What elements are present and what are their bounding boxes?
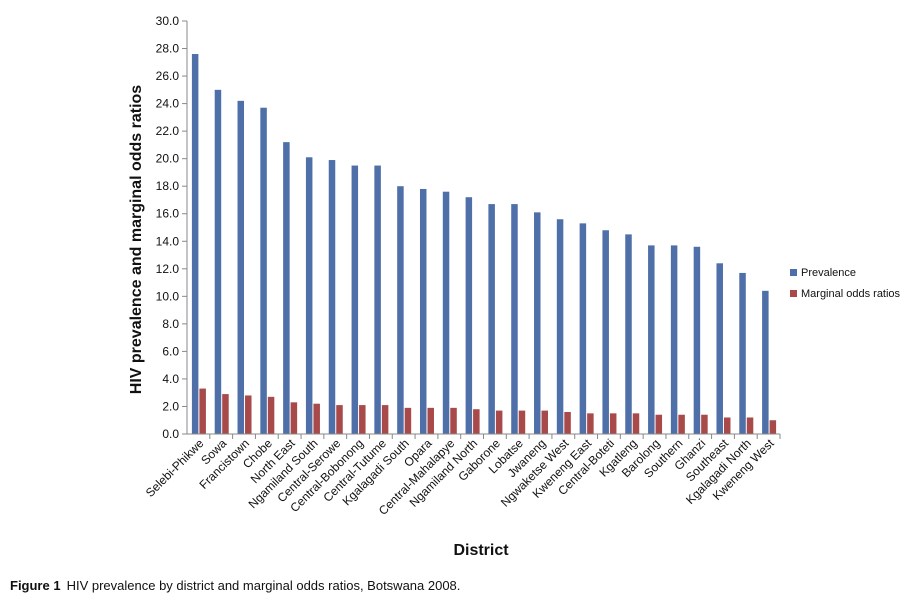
x-category-label: Selebi-Phikwe <box>143 436 207 500</box>
y-tick-label: 20.0 <box>156 152 180 166</box>
y-tick-label: 16.0 <box>156 207 180 221</box>
bar-prevalence <box>762 290 769 434</box>
bar-prevalence <box>237 100 245 434</box>
y-tick-label: 6.0 <box>162 344 179 358</box>
chart: 0.0 2.0 4.0 6.0 8.0 10.0 12.0 14.0 16.0 18.0 20.0 2… <box>128 14 901 559</box>
bar-marginal-odds-ratio <box>450 407 457 434</box>
bar-marginal-odds-ratio <box>267 396 275 434</box>
bar-prevalence <box>260 107 267 434</box>
bar-prevalence <box>670 245 678 434</box>
y-tick-label: 26.0 <box>156 69 180 83</box>
bar-prevalence <box>214 89 222 434</box>
y-tick-label: 18.0 <box>156 179 180 193</box>
bar-marginal-odds-ratio <box>404 407 412 434</box>
bar-marginal-odds-ratio <box>290 402 298 434</box>
bar-marginal-odds-ratio <box>564 411 571 434</box>
x-axis-title: District <box>453 542 509 559</box>
legend-swatch <box>790 290 797 297</box>
y-axis-ticks: 0.0 2.0 4.0 6.0 8.0 10.0 12.0 14.0 16.0 18.0 20.0 2… <box>156 14 187 441</box>
bar-prevalence <box>716 263 723 434</box>
bar-marginal-odds-ratio <box>495 410 503 434</box>
bar-prevalence <box>625 234 632 434</box>
y-tick-label: 30.0 <box>156 14 180 28</box>
bar-marginal-odds-ratio <box>678 414 685 434</box>
bar-prevalence <box>556 219 564 434</box>
bar-marginal-odds-ratio <box>473 409 480 434</box>
y-tick-label: 22.0 <box>156 124 180 138</box>
legend-label: Marginal odds ratios <box>801 288 901 300</box>
bar-marginal-odds-ratio <box>587 413 594 434</box>
y-tick-label: 2.0 <box>162 399 179 413</box>
bar-prevalence <box>419 188 427 434</box>
bars <box>191 54 777 435</box>
bar-prevalence <box>648 245 655 434</box>
bar-prevalence <box>374 165 381 435</box>
bar-prevalence <box>397 186 404 434</box>
bar-prevalence <box>351 165 359 435</box>
bar-marginal-odds-ratio <box>245 395 252 434</box>
bar-marginal-odds-ratio <box>199 388 206 434</box>
y-tick-label: 12.0 <box>156 262 180 276</box>
bar-marginal-odds-ratio <box>222 394 229 434</box>
y-tick-label: 0.0 <box>162 427 179 441</box>
bar-marginal-odds-ratio <box>609 413 617 434</box>
bar-marginal-odds-ratio <box>518 410 526 434</box>
bar-prevalence <box>305 157 313 435</box>
bar-prevalence <box>534 212 541 434</box>
bar-prevalence <box>328 160 336 434</box>
bar-prevalence <box>511 204 518 434</box>
bar-marginal-odds-ratio <box>336 405 343 434</box>
y-tick-label: 4.0 <box>162 372 179 386</box>
bar-prevalence <box>442 191 450 434</box>
figure-caption-text: HIV prevalence by district and marginal … <box>66 578 461 593</box>
bar-marginal-odds-ratio <box>632 413 640 434</box>
figure-caption: Figure 1 HIV prevalence by district and m… <box>10 578 460 593</box>
bar-marginal-odds-ratio <box>313 403 320 434</box>
legend-label: Prevalence <box>801 267 856 279</box>
bar-marginal-odds-ratio <box>427 407 434 434</box>
bar-prevalence <box>283 142 290 434</box>
bar-marginal-odds-ratio <box>381 405 389 434</box>
y-tick-label: 24.0 <box>156 97 180 111</box>
y-tick-label: 8.0 <box>162 317 179 331</box>
legend: Prevalence Marginal odds ratios <box>790 267 901 300</box>
bar-prevalence <box>602 230 609 434</box>
bar-marginal-odds-ratio <box>769 420 777 434</box>
bar-prevalence <box>191 54 199 434</box>
y-tick-label: 14.0 <box>156 234 180 248</box>
bar-marginal-odds-ratio <box>359 405 366 434</box>
legend-swatch <box>790 269 797 276</box>
bar-marginal-odds-ratio <box>541 410 549 434</box>
y-tick-label: 10.0 <box>156 289 180 303</box>
y-axis-title: HIV prevalence and marginal odds ratios <box>128 85 145 395</box>
bar-marginal-odds-ratio <box>701 414 708 434</box>
bar-prevalence <box>579 223 587 434</box>
bar-prevalence <box>739 272 746 434</box>
bar-prevalence <box>693 246 701 434</box>
bar-marginal-odds-ratio <box>655 414 663 434</box>
bar-marginal-odds-ratio <box>723 417 731 434</box>
figure-label: Figure 1 <box>10 578 61 593</box>
bar-prevalence <box>488 204 495 434</box>
bar-marginal-odds-ratio <box>746 417 754 434</box>
y-tick-label: 28.0 <box>156 42 180 56</box>
bar-prevalence <box>465 197 473 434</box>
